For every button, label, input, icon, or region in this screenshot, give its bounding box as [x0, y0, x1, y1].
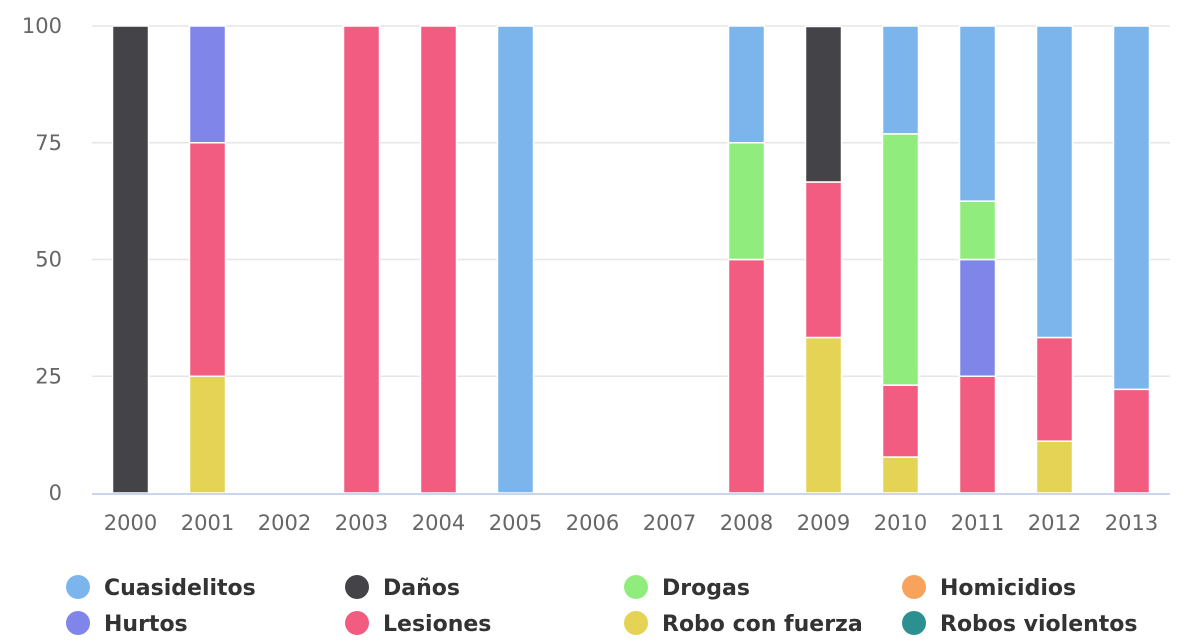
legend-label: Robo con fuerza	[662, 612, 863, 637]
legend-item[interactable]: Robo con fuerza	[624, 611, 863, 637]
bar-segment[interactable]	[881, 133, 920, 386]
legend-item[interactable]: Robos violentos	[902, 611, 1138, 637]
legend-marker	[902, 611, 926, 635]
bar-segment[interactable]	[419, 25, 458, 494]
legend-label: Daños	[383, 576, 460, 601]
legend-marker	[902, 575, 926, 599]
bar-segment[interactable]	[958, 200, 997, 261]
bar-segment[interactable]	[1035, 336, 1074, 442]
bar-segment[interactable]	[881, 384, 920, 458]
legend-marker	[66, 575, 90, 599]
legend-item[interactable]: Hurtos	[66, 611, 188, 637]
legend-label: Drogas	[662, 576, 750, 601]
y-tick-label: 25	[35, 364, 62, 388]
bar-segment[interactable]	[1112, 25, 1151, 391]
x-tick-label: 2004	[412, 511, 465, 535]
x-tick-label: 2002	[258, 511, 311, 535]
x-tick-label: 2006	[566, 511, 619, 535]
x-tick-label: 2011	[951, 511, 1004, 535]
bar-segment[interactable]	[958, 258, 997, 377]
y-axis-ticks: 0 25 50 75 100	[22, 14, 62, 505]
x-tick-label: 2005	[489, 511, 542, 535]
x-tick-label: 2007	[643, 511, 696, 535]
x-tick-label: 2010	[874, 511, 927, 535]
legend-item[interactable]: Homicidios	[902, 575, 1076, 601]
legend-marker	[66, 611, 90, 635]
legend-marker	[624, 575, 648, 599]
bar-segment[interactable]	[804, 25, 843, 183]
bar-segment[interactable]	[188, 375, 227, 494]
bar-segment[interactable]	[496, 25, 535, 494]
bar-segment[interactable]	[188, 25, 227, 144]
legend-label: Homicidios	[940, 576, 1076, 601]
legend-item[interactable]: Daños	[345, 575, 460, 601]
legend-label: Hurtos	[104, 612, 188, 637]
x-tick-label: 2012	[1028, 511, 1081, 535]
legend-marker	[345, 611, 369, 635]
legend-marker	[624, 611, 648, 635]
legend-marker	[345, 575, 369, 599]
legend-item[interactable]: Lesiones	[345, 611, 491, 637]
y-tick-label: 100	[22, 14, 62, 38]
x-axis-ticks: 2000 2001 2002 2003 2004 2005 2006 2007 2008 2009…	[104, 511, 1158, 535]
bar-segment[interactable]	[727, 25, 766, 144]
legend-label: Robos violentos	[940, 612, 1138, 637]
bar-segment[interactable]	[1112, 388, 1151, 494]
legend-label: Lesiones	[383, 612, 491, 637]
legend-item[interactable]: Cuasidelitos	[66, 575, 256, 601]
x-tick-label: 2008	[720, 511, 773, 535]
legend-item[interactable]: Drogas	[624, 575, 750, 601]
x-tick-label: 2013	[1105, 511, 1158, 535]
grid-lines	[92, 25, 1170, 377]
bar-segment[interactable]	[958, 375, 997, 494]
bar-segment[interactable]	[881, 456, 920, 494]
bar-segment[interactable]	[804, 181, 843, 339]
bar-segment[interactable]	[111, 25, 150, 494]
bar-segment[interactable]	[1035, 440, 1074, 494]
legend: Cuasidelitos Daños Drogas Homicidios Hurtos L…	[66, 575, 1138, 637]
legend-label: Cuasidelitos	[104, 576, 256, 601]
bar-segment[interactable]	[958, 25, 997, 202]
x-tick-label: 2009	[797, 511, 850, 535]
bar-stacks	[111, 25, 1151, 494]
bar-segment[interactable]	[188, 142, 227, 377]
bar-segment[interactable]	[727, 142, 766, 261]
x-tick-label: 2000	[104, 511, 157, 535]
y-tick-label: 0	[49, 481, 62, 505]
bar-segment[interactable]	[1035, 25, 1074, 339]
bar-segment[interactable]	[342, 25, 381, 494]
bar-segment[interactable]	[881, 25, 920, 135]
x-tick-label: 2003	[335, 511, 388, 535]
y-tick-label: 50	[35, 248, 62, 272]
bar-segment[interactable]	[727, 258, 766, 494]
bar-segment[interactable]	[804, 336, 843, 494]
y-tick-label: 75	[35, 131, 62, 155]
x-tick-label: 2001	[181, 511, 234, 535]
